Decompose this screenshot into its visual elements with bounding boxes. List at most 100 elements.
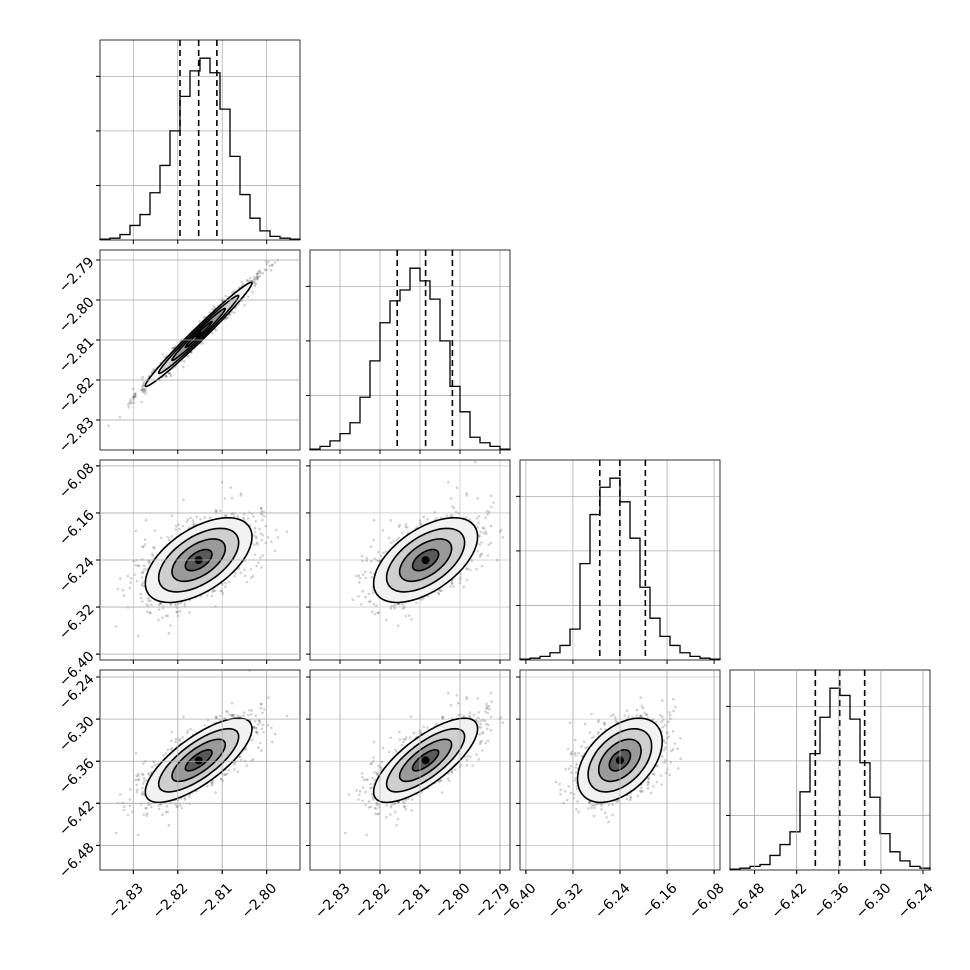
scatter-point: [185, 731, 189, 735]
scatter-point: [174, 737, 178, 741]
scatter-point: [137, 778, 141, 781]
scatter-point: [157, 618, 160, 622]
scatter-point: [358, 576, 362, 580]
scatter-point: [588, 801, 592, 805]
scatter-point: [402, 737, 405, 741]
scatter-point: [663, 761, 666, 765]
scatter-point: [188, 794, 191, 798]
scatter-point: [466, 755, 470, 758]
scatter-point: [256, 543, 259, 546]
scatter-point: [107, 424, 110, 428]
scatter-point: [136, 634, 140, 638]
scatter-point: [614, 719, 618, 722]
panel-frame: [309, 669, 511, 871]
scatter-point: [410, 809, 414, 812]
scatter-point: [486, 723, 490, 727]
histogram-step-line: [309, 267, 511, 450]
scatter-point: [145, 812, 149, 815]
scatter-point: [435, 722, 438, 726]
scatter-point: [142, 813, 146, 816]
scatter-point: [248, 511, 251, 514]
scatter-point: [450, 581, 454, 585]
scatter-point: [490, 505, 493, 509]
scatter-point: [563, 790, 567, 793]
scatter-point: [232, 289, 236, 293]
scatter-point: [256, 275, 260, 279]
scatter-point: [114, 831, 118, 835]
scatter-content: [351, 460, 505, 627]
scatter-point: [253, 553, 257, 556]
scatter-point: [576, 800, 579, 803]
scatter-point: [567, 785, 570, 788]
contour-line: [587, 728, 653, 793]
scatter-point: [406, 526, 409, 529]
scatter-point: [246, 517, 250, 520]
scatter-point: [397, 730, 401, 734]
scatter-point: [369, 571, 372, 574]
scatter-point: [468, 568, 472, 572]
scatter-point: [437, 591, 440, 595]
scatter-point: [486, 739, 490, 743]
scatter-point: [256, 277, 259, 280]
scatter-point: [355, 574, 358, 578]
scatter-point: [381, 746, 385, 750]
scatter-point: [471, 764, 474, 767]
scatter-point: [137, 772, 140, 776]
scatter-content: [554, 696, 682, 824]
scatter-point: [403, 805, 407, 808]
scatter-point: [569, 764, 573, 768]
scatter-point: [148, 611, 151, 615]
scatter-point: [662, 718, 665, 722]
contour-line: [372, 717, 479, 804]
scatter-point: [265, 262, 269, 266]
scatter-point: [489, 541, 493, 545]
scatter-point: [583, 722, 587, 726]
scatter-point: [186, 518, 190, 521]
scatter-point: [481, 730, 484, 734]
scatter-point: [478, 543, 482, 546]
scatter-point: [146, 604, 150, 607]
scatter-point: [269, 540, 273, 544]
scatter-point: [358, 581, 361, 584]
scatter-point: [254, 282, 258, 286]
scatter-point: [359, 603, 363, 606]
scatter-point: [389, 607, 393, 610]
scatter-point: [149, 611, 152, 614]
scatter-point: [367, 600, 371, 603]
scatter-point: [181, 736, 185, 739]
scatter-point: [259, 532, 263, 535]
scatter-point: [485, 702, 488, 706]
scatter-point: [132, 387, 135, 391]
scatter-point: [161, 607, 165, 610]
scatter-point: [273, 261, 277, 264]
scatter-point: [364, 595, 367, 599]
scatter-point: [220, 589, 223, 592]
scatter-point: [640, 714, 643, 718]
scatter-point: [402, 805, 406, 809]
scatter-point: [662, 739, 665, 743]
scatter-point: [661, 699, 664, 702]
scatter-point: [484, 532, 488, 535]
scatter-point: [135, 783, 139, 787]
scatter-point: [647, 776, 651, 780]
scatter-point: [658, 713, 662, 717]
scatter-point: [258, 527, 261, 531]
contour-line: [171, 307, 227, 362]
scatter-point: [130, 400, 133, 404]
panel-frame: [99, 669, 301, 871]
scatter-point: [577, 810, 580, 814]
scatter-point: [640, 704, 644, 708]
scatter-point: [118, 415, 122, 419]
scatter-point: [252, 276, 256, 279]
scatter-point: [451, 717, 454, 720]
scatter-point: [373, 778, 377, 782]
scatter-point: [387, 536, 391, 540]
scatter-point: [465, 764, 469, 767]
scatter-point: [401, 740, 405, 744]
scatter-point: [178, 610, 182, 613]
scatter-point: [394, 603, 397, 607]
scatter-point: [140, 772, 144, 776]
scatter-point: [401, 531, 404, 535]
scatter-point: [170, 746, 174, 750]
scatter-point: [170, 730, 173, 734]
